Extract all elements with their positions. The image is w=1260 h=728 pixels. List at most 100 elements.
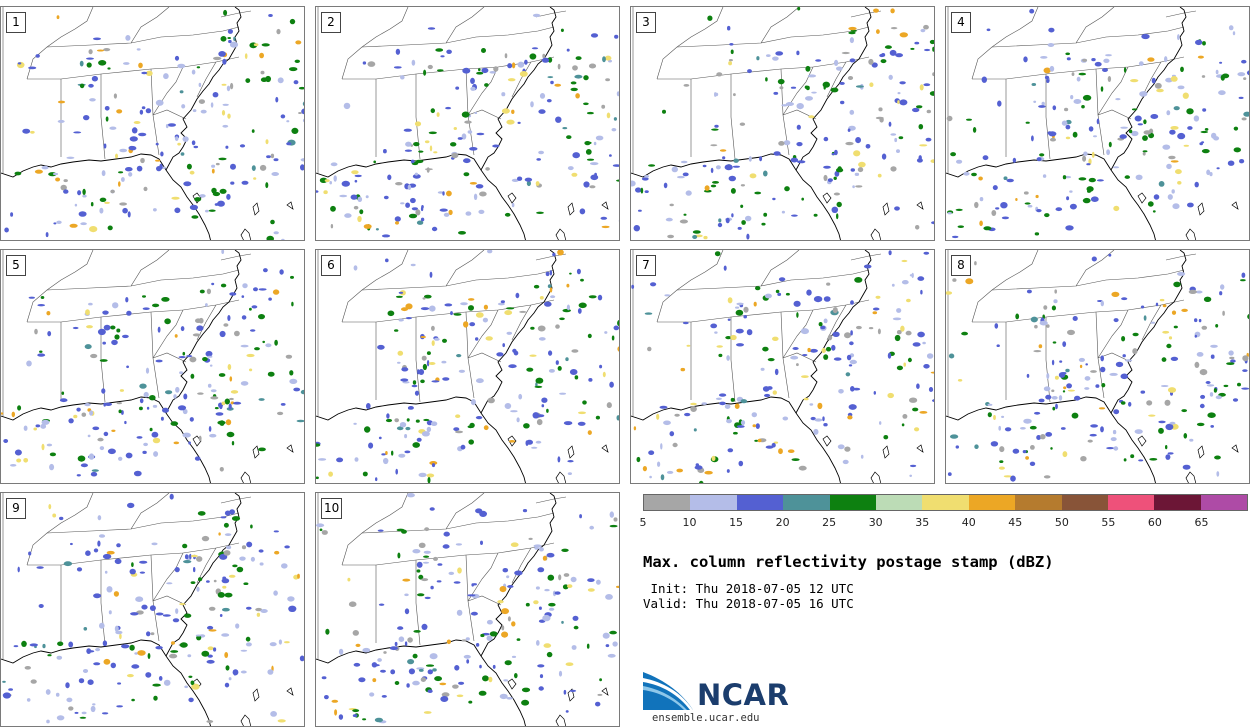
storm-cell — [145, 108, 152, 114]
colorbar-tick-label: 5 — [639, 516, 647, 529]
storm-cell — [288, 605, 297, 612]
storm-cell — [569, 689, 577, 692]
storm-cell — [59, 398, 68, 403]
storm-cell — [757, 438, 762, 443]
storm-cell — [1048, 27, 1055, 33]
storm-cell — [406, 418, 410, 422]
storm-cell — [1026, 373, 1030, 378]
storm-cell — [479, 191, 487, 197]
storm-cell — [869, 82, 874, 87]
storm-cell — [463, 654, 471, 659]
storm-cell — [550, 80, 554, 85]
storm-cell — [1046, 79, 1050, 83]
storm-cell — [198, 435, 202, 442]
storm-cell — [1241, 117, 1247, 121]
storm-cell — [199, 289, 205, 294]
storm-cell — [397, 350, 404, 356]
storm-cell — [511, 109, 515, 115]
storm-cell — [398, 291, 404, 294]
storm-cell — [107, 448, 116, 455]
storm-cell — [666, 470, 674, 474]
storm-cell — [752, 424, 757, 428]
storm-cell — [403, 128, 412, 132]
storm-cell — [86, 57, 94, 60]
storm-cell — [381, 695, 387, 698]
state-boundary — [971, 7, 1039, 80]
storm-cell — [8, 688, 13, 691]
storm-cell — [178, 356, 186, 359]
state-boundary — [445, 493, 485, 530]
storm-cell — [616, 415, 619, 421]
storm-cell — [10, 464, 17, 467]
storm-cell — [95, 648, 101, 652]
storm-cell — [1069, 190, 1073, 193]
state-boundary — [27, 299, 240, 323]
storm-cell — [300, 164, 304, 171]
storm-cell — [98, 534, 106, 538]
colorbar-swatch — [1015, 495, 1062, 510]
storm-cell — [192, 109, 197, 113]
storm-cell — [33, 427, 37, 431]
storm-cell — [420, 379, 425, 384]
storm-cell — [417, 593, 425, 597]
storm-cell — [562, 308, 571, 313]
state-boundary — [676, 26, 870, 48]
storm-cell — [1113, 409, 1120, 415]
storm-cell — [300, 389, 304, 395]
storm-cell — [452, 684, 459, 689]
storm-cell — [189, 356, 197, 363]
storm-cell — [1203, 296, 1212, 302]
storm-cell — [896, 149, 900, 154]
storm-cell — [114, 625, 119, 632]
storm-cell — [180, 152, 185, 156]
storm-cell — [852, 387, 861, 391]
storm-cell — [80, 222, 87, 226]
colorbar-tick-label: 50 — [1054, 516, 1069, 529]
storm-cell — [918, 124, 924, 130]
storm-cell — [1098, 407, 1106, 410]
state-boundary — [535, 496, 567, 504]
storm-cell — [469, 182, 477, 185]
storm-cell — [68, 641, 74, 648]
storm-cell — [190, 373, 195, 379]
storm-cell — [878, 107, 883, 112]
island-outline — [240, 471, 252, 483]
storm-cell — [258, 549, 264, 553]
storm-cell — [480, 633, 485, 638]
storm-cell — [131, 664, 140, 669]
storm-cell — [501, 108, 510, 114]
storm-cell — [347, 577, 351, 582]
storm-cell — [277, 77, 284, 84]
storm-cell — [868, 327, 874, 330]
storm-cell — [74, 203, 78, 207]
storm-cell — [1078, 357, 1085, 362]
storm-cell — [70, 542, 73, 546]
storm-cell — [1034, 232, 1040, 236]
storm-cell — [88, 453, 95, 460]
storm-cell — [558, 670, 563, 677]
storm-cell — [850, 168, 855, 172]
storm-cell — [1080, 456, 1087, 462]
storm-cell — [273, 158, 279, 162]
storm-cell — [730, 188, 736, 194]
colorbar-swatch — [1107, 495, 1155, 510]
storm-cell — [1216, 167, 1220, 170]
storm-cell — [468, 439, 474, 445]
storm-cell — [1170, 76, 1178, 82]
storm-cell — [1175, 169, 1182, 175]
storm-cell — [1023, 56, 1028, 63]
storm-cell — [261, 43, 270, 47]
storm-cell — [265, 139, 269, 145]
storm-cell — [574, 74, 583, 79]
storm-cell — [606, 112, 611, 119]
storm-cell — [89, 98, 96, 102]
storm-cell — [899, 81, 906, 85]
storm-cell — [1086, 163, 1091, 166]
storm-cell — [732, 165, 740, 168]
storm-cell — [617, 346, 619, 352]
storm-cell — [133, 121, 141, 124]
storm-cell — [521, 687, 531, 693]
storm-cell — [387, 310, 395, 317]
storm-cell — [511, 621, 516, 627]
storm-cell — [189, 553, 192, 560]
